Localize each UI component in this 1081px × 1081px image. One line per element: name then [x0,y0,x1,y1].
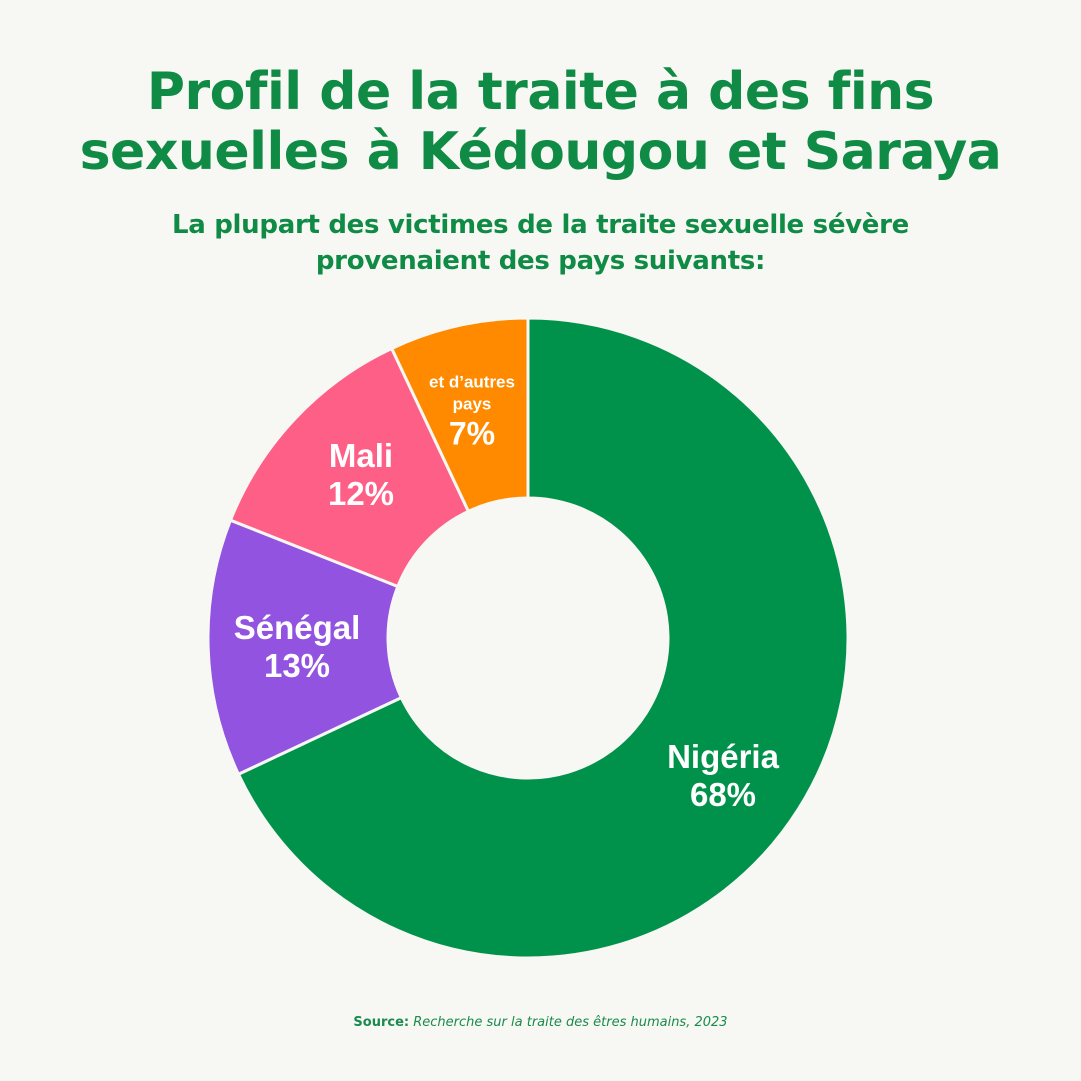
label-senegal: Sénégal 13% [234,609,361,685]
label-name: Sénégal [233,609,361,647]
title-line-2: sexuelles à Kédougou et Saraya [79,122,1002,182]
label-name: et d’autres pays [429,372,515,414]
subtitle-line-2: provenaient des pays suivants: [315,246,766,276]
label-value: 12% [327,475,395,512]
segment-others [390,316,530,513]
segment-senegal [206,518,403,776]
label-value: 7% [448,415,496,452]
segment-nigeria [236,316,850,960]
label-value: 68% [689,776,757,813]
label-value: 13% [263,647,331,684]
chart-subtitle: La plupart des victimes de la traite sex… [0,207,1081,279]
source-note: Source: Recherche sur la traite des être… [0,1015,1081,1030]
label-others: et d’autres pays 7% [417,372,527,453]
chart-title: Profil de la traite à des fins sexuelles… [0,62,1081,182]
segment-mali [228,346,470,588]
subtitle-line-1: La plupart des victimes de la traite sex… [171,210,909,240]
title-line-1: Profil de la traite à des fins [146,62,935,122]
source-label: Source: [353,1015,410,1030]
label-nigeria: Nigéria 68% [667,738,779,814]
source-text: Recherche sur la traite des êtres humain… [413,1015,728,1030]
label-name: Mali [328,437,394,475]
label-name: Nigéria [667,738,779,776]
label-mali: Mali 12% [328,437,394,513]
